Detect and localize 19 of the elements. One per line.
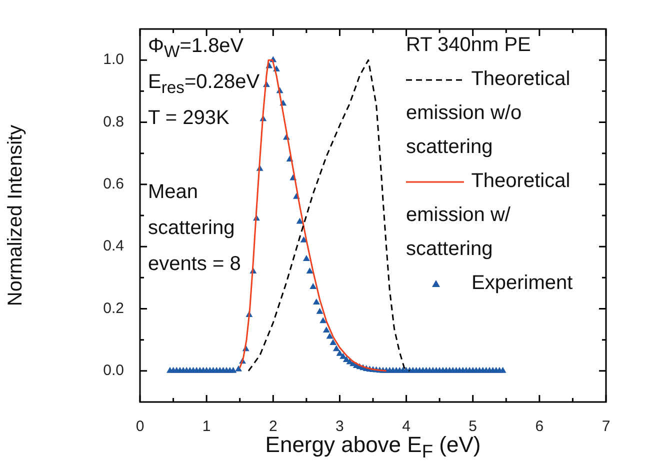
- legend-label: Experiment: [470, 272, 573, 294]
- legend-label: Theoretical emission w/o scattering: [406, 68, 570, 158]
- x-tick-label: 1: [202, 418, 211, 436]
- y-tick-label: 1.0: [103, 51, 124, 68]
- annotation: Mean scattering events = 8: [148, 180, 242, 277]
- y-tick-label: 0.4: [103, 238, 124, 255]
- y-axis-title: Normalized Intensity: [4, 124, 27, 306]
- x-tick-label: 6: [535, 418, 544, 436]
- y-tick-label: 0.2: [103, 300, 124, 317]
- y-tick-label: 0.8: [103, 113, 124, 130]
- legend-label: Theoretical emission w/ scattering: [406, 170, 570, 260]
- x-tick-label: 0: [136, 418, 144, 436]
- annotation: E$_{res}$=0.28eV: [148, 70, 260, 99]
- annotation: Φ$_{W}$=1.8eV: [148, 34, 245, 63]
- x-tick-label: 7: [602, 418, 610, 436]
- legend-title: RT 340nm PE: [406, 33, 532, 58]
- y-tick-label: 0.6: [103, 176, 124, 193]
- annotation: T = 293K: [148, 106, 230, 131]
- y-tick-label: 0.0: [103, 362, 124, 380]
